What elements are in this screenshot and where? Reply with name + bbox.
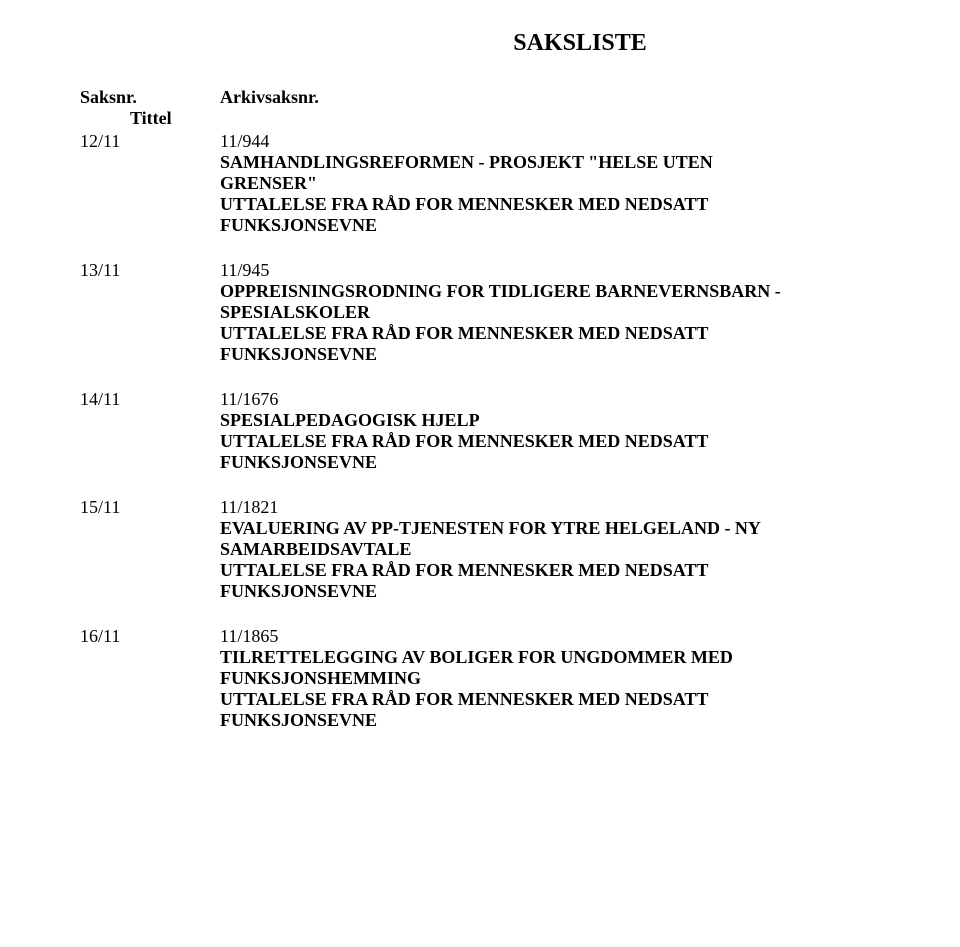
entry-saksnr: 16/11 [80,626,220,647]
list-entry: 14/11 11/1676 SPESIALPEDAGOGISK HJELP UT… [80,389,880,473]
entry-arkivsaksnr: 11/1865 [220,626,880,647]
entry-uttalelse-line: UTTALELSE FRA RÅD FOR MENNESKER MED NEDS… [220,560,880,581]
header-tittel: Tittel [130,108,880,129]
entry-arkivsaksnr: 11/1676 [220,389,880,410]
entry-title-line: EVALUERING AV PP-TJENESTEN FOR YTRE HELG… [220,518,880,539]
entry-uttalelse-line: UTTALELSE FRA RÅD FOR MENNESKER MED NEDS… [220,689,880,710]
entry-saksnr: 14/11 [80,389,220,410]
list-entry: 16/11 11/1865 TILRETTELEGGING AV BOLIGER… [80,626,880,731]
entry-uttalelse-line: FUNKSJONSEVNE [220,344,880,365]
entry-uttalelse-line: UTTALELSE FRA RÅD FOR MENNESKER MED NEDS… [220,431,880,452]
entry-saksnr: 13/11 [80,260,220,281]
entry-title-line: SAMHANDLINGSREFORMEN - PROSJEKT "HELSE U… [220,152,880,173]
entry-title-line: FUNKSJONSHEMMING [220,668,880,689]
header-arkivsaksnr: Arkivsaksnr. [220,87,880,108]
entry-saksnr: 12/11 [80,131,220,152]
list-entry: 13/11 11/945 OPPREISNINGSRODNING FOR TID… [80,260,880,365]
entry-title-line: SAMARBEIDSAVTALE [220,539,880,560]
entry-title-line: OPPREISNINGSRODNING FOR TIDLIGERE BARNEV… [220,281,880,302]
entry-title-line: TILRETTELEGGING AV BOLIGER FOR UNGDOMMER… [220,647,880,668]
entry-uttalelse-line: UTTALELSE FRA RÅD FOR MENNESKER MED NEDS… [220,194,880,215]
entry-title-line: SPESIALPEDAGOGISK HJELP [220,410,880,431]
entry-saksnr: 15/11 [80,497,220,518]
entry-uttalelse-line: FUNKSJONSEVNE [220,710,880,731]
entry-uttalelse-line: FUNKSJONSEVNE [220,215,880,236]
header-row: Saksnr. Arkivsaksnr. [80,87,880,108]
entry-arkivsaksnr: 11/944 [220,131,880,152]
entry-arkivsaksnr: 11/945 [220,260,880,281]
header-saksnr: Saksnr. [80,87,220,108]
list-entry: 15/11 11/1821 EVALUERING AV PP-TJENESTEN… [80,497,880,602]
entry-arkivsaksnr: 11/1821 [220,497,880,518]
entry-title-line: SPESIALSKOLER [220,302,880,323]
entry-uttalelse-line: FUNKSJONSEVNE [220,452,880,473]
entry-uttalelse-line: UTTALELSE FRA RÅD FOR MENNESKER MED NEDS… [220,323,880,344]
list-entry: 12/11 11/944 SAMHANDLINGSREFORMEN - PROS… [80,131,880,236]
entry-title-line: GRENSER" [220,173,880,194]
page-title: SAKSLISTE [280,30,880,57]
entry-uttalelse-line: FUNKSJONSEVNE [220,581,880,602]
